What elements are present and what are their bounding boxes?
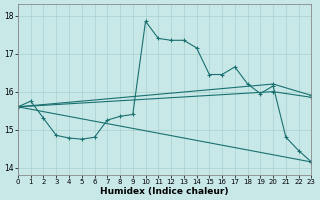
X-axis label: Humidex (Indice chaleur): Humidex (Indice chaleur) — [100, 187, 229, 196]
